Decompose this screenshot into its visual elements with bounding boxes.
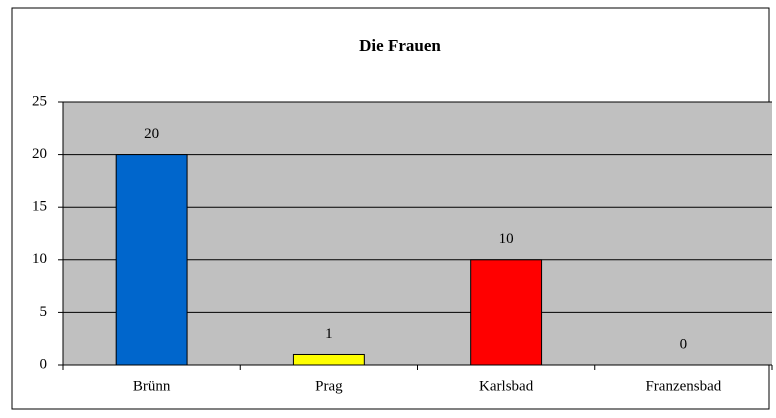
chart-title: Die Frauen	[359, 36, 441, 55]
bar	[115, 154, 188, 366]
y-tick-label: 0	[40, 356, 48, 372]
y-tick-label: 10	[32, 251, 47, 267]
x-tick-label: Prag	[315, 378, 343, 394]
y-tick-label: 20	[32, 146, 47, 162]
x-tick-label: Karlsbad	[479, 378, 534, 394]
x-tick-label: Brünn	[133, 378, 171, 394]
data-label: 10	[499, 231, 514, 247]
data-label: 20	[144, 126, 159, 142]
data-label: 0	[680, 336, 688, 352]
y-tick-label: 5	[40, 304, 48, 320]
bar	[292, 353, 365, 366]
y-tick-label: 25	[32, 93, 47, 109]
bar	[470, 259, 543, 366]
x-tick-label: Franzensbad	[645, 378, 721, 394]
data-label: 1	[325, 326, 333, 342]
y-tick-label: 15	[32, 199, 47, 215]
